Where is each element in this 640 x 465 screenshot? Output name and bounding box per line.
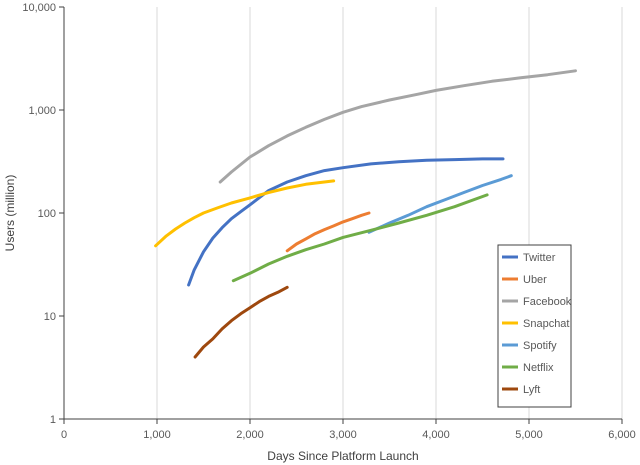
- series-line-netflix: [231, 193, 489, 283]
- legend-label-spotify: Spotify: [523, 340, 557, 352]
- legend-label-uber: Uber: [523, 274, 547, 286]
- legend-label-facebook: Facebook: [523, 296, 572, 308]
- tick-labels: 1 10 100 1,000 10,000 0 1,000 2,000 3,000 4,000 5,…: [22, 2, 635, 441]
- x-axis-title: Days Since Platform Launch: [267, 449, 418, 463]
- x-tick-label: 5,000: [515, 429, 543, 441]
- y-tick-label: 1,000: [28, 105, 56, 117]
- y-axis-title: Users (million): [3, 175, 17, 252]
- x-tick-label: 4,000: [422, 429, 450, 441]
- legend-label-netflix: Netflix: [523, 362, 554, 374]
- legend: Twitter Uber Facebook Snapchat Spotify Netfli…: [497, 244, 572, 408]
- legend-label-lyft: Lyft: [523, 384, 540, 396]
- y-tick-label: 100: [38, 208, 56, 220]
- x-tick-label: 1,000: [143, 429, 171, 441]
- legend-label-snapchat: Snapchat: [523, 318, 569, 330]
- legend-box: [497, 244, 572, 408]
- series-line-uber: [285, 211, 371, 253]
- x-tick-label: 3,000: [329, 429, 357, 441]
- y-tick-label: 1: [50, 414, 56, 426]
- series-line-spotify: [367, 174, 513, 234]
- y-tick-label: 10: [44, 311, 56, 323]
- x-tick-label: 6,000: [608, 429, 636, 441]
- y-tick-label: 10,000: [22, 2, 56, 14]
- series-line-snapchat: [154, 179, 336, 248]
- series-line-lyft: [193, 285, 289, 359]
- x-tick-label: 2,000: [236, 429, 264, 441]
- series-line-facebook: [218, 69, 577, 184]
- series-lines: [154, 69, 577, 359]
- legend-label-twitter: Twitter: [523, 252, 556, 264]
- series-line-twitter: [187, 157, 505, 287]
- x-tick-label: 0: [61, 429, 67, 441]
